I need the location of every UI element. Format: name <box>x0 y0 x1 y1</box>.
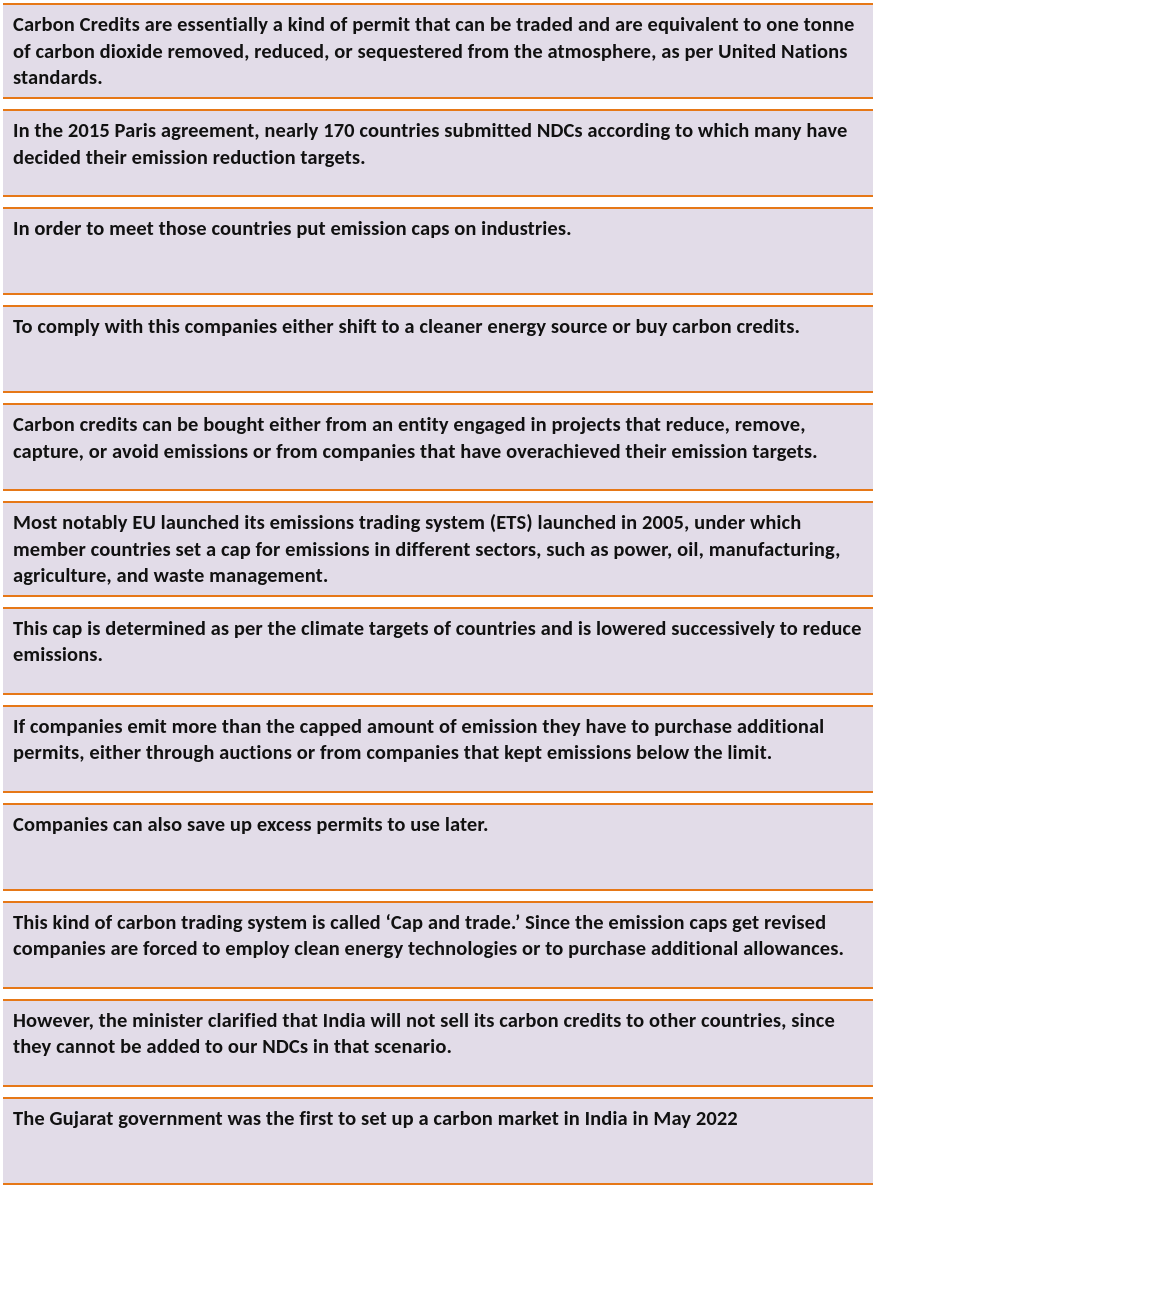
row-text: Companies can also save up excess permit… <box>13 811 489 838</box>
row-text: If companies emit more than the capped a… <box>13 713 863 766</box>
table-row: However, the minister clarified that Ind… <box>3 999 873 1087</box>
table-row: The Gujarat government was the first to … <box>3 1097 873 1185</box>
row-text: To comply with this companies either shi… <box>13 313 800 340</box>
table-row: Companies can also save up excess permit… <box>3 803 873 891</box>
row-text: However, the minister clarified that Ind… <box>13 1007 863 1060</box>
table-row: Carbon credits can be bought either from… <box>3 403 873 491</box>
row-text: This kind of carbon trading system is ca… <box>13 909 863 962</box>
row-text: Carbon Credits are essentially a kind of… <box>13 11 863 91</box>
info-table: Carbon Credits are essentially a kind of… <box>0 0 876 1188</box>
table-row: Most notably EU launched its emissions t… <box>3 501 873 597</box>
row-text: In the 2015 Paris agreement, nearly 170 … <box>13 117 863 170</box>
table-row: This kind of carbon trading system is ca… <box>3 901 873 989</box>
row-text: The Gujarat government was the first to … <box>13 1105 738 1132</box>
table-row: To comply with this companies either shi… <box>3 305 873 393</box>
table-row: Carbon Credits are essentially a kind of… <box>3 3 873 99</box>
row-text: Carbon credits can be bought either from… <box>13 411 863 464</box>
row-text: Most notably EU launched its emissions t… <box>13 509 863 589</box>
row-text: In order to meet those countries put emi… <box>13 215 572 242</box>
table-row: This cap is determined as per the climat… <box>3 607 873 695</box>
table-row: If companies emit more than the capped a… <box>3 705 873 793</box>
row-text: This cap is determined as per the climat… <box>13 615 863 668</box>
table-row: In order to meet those countries put emi… <box>3 207 873 295</box>
table-row: In the 2015 Paris agreement, nearly 170 … <box>3 109 873 197</box>
